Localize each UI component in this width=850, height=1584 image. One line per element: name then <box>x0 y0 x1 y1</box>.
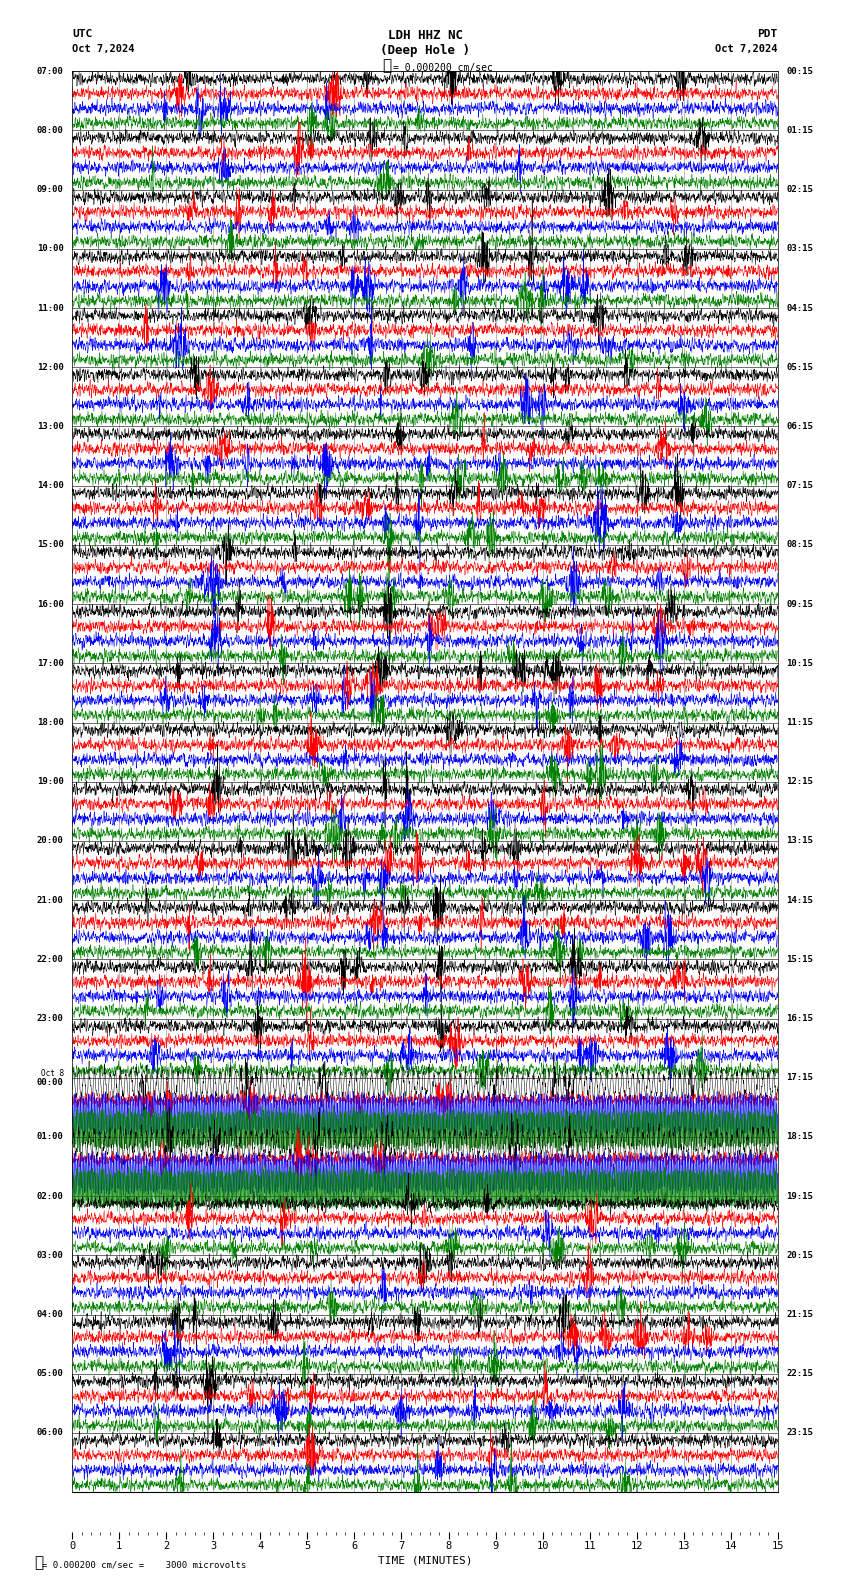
Text: 06:00: 06:00 <box>37 1429 64 1437</box>
Text: PDT: PDT <box>757 29 778 38</box>
Text: 01:00: 01:00 <box>37 1133 64 1142</box>
Text: Oct 7,2024: Oct 7,2024 <box>72 44 135 54</box>
Text: LDH HHZ NC: LDH HHZ NC <box>388 29 462 41</box>
Text: 09:00: 09:00 <box>37 185 64 195</box>
Text: 04:00: 04:00 <box>37 1310 64 1319</box>
Text: 20:15: 20:15 <box>786 1251 813 1259</box>
Text: 15:15: 15:15 <box>786 955 813 963</box>
Text: 09:15: 09:15 <box>786 600 813 608</box>
Text: 04:15: 04:15 <box>786 304 813 312</box>
Text: 07:15: 07:15 <box>786 482 813 489</box>
Text: 01:15: 01:15 <box>786 127 813 135</box>
Text: 11:00: 11:00 <box>37 304 64 312</box>
Text: 16:15: 16:15 <box>786 1014 813 1023</box>
Text: 21:00: 21:00 <box>37 895 64 904</box>
Text: 19:15: 19:15 <box>786 1191 813 1201</box>
Text: 06:15: 06:15 <box>786 421 813 431</box>
Text: UTC: UTC <box>72 29 93 38</box>
Text: 15:00: 15:00 <box>37 540 64 550</box>
Text: 16:00: 16:00 <box>37 600 64 608</box>
Text: = 0.000200 cm/sec =    3000 microvolts: = 0.000200 cm/sec = 3000 microvolts <box>42 1560 246 1570</box>
Text: ⎹: ⎹ <box>382 59 391 73</box>
Text: 12:15: 12:15 <box>786 778 813 786</box>
Text: ⎹: ⎹ <box>34 1555 43 1570</box>
Text: 03:15: 03:15 <box>786 244 813 253</box>
Text: 02:15: 02:15 <box>786 185 813 195</box>
Text: 05:00: 05:00 <box>37 1369 64 1378</box>
Text: 17:00: 17:00 <box>37 659 64 668</box>
Text: 03:00: 03:00 <box>37 1251 64 1259</box>
Text: 05:15: 05:15 <box>786 363 813 372</box>
Text: 08:15: 08:15 <box>786 540 813 550</box>
Text: 21:15: 21:15 <box>786 1310 813 1319</box>
Text: (Deep Hole ): (Deep Hole ) <box>380 44 470 57</box>
Text: 22:00: 22:00 <box>37 955 64 963</box>
Text: 14:15: 14:15 <box>786 895 813 904</box>
Text: 13:15: 13:15 <box>786 836 813 846</box>
Text: = 0.000200 cm/sec: = 0.000200 cm/sec <box>393 63 493 73</box>
Text: 20:00: 20:00 <box>37 836 64 846</box>
Text: 10:00: 10:00 <box>37 244 64 253</box>
Text: 10:15: 10:15 <box>786 659 813 668</box>
Text: Oct 7,2024: Oct 7,2024 <box>715 44 778 54</box>
Text: 14:00: 14:00 <box>37 482 64 489</box>
Text: 23:00: 23:00 <box>37 1014 64 1023</box>
Text: 18:00: 18:00 <box>37 718 64 727</box>
Text: 17:15: 17:15 <box>786 1074 813 1082</box>
Text: 13:00: 13:00 <box>37 421 64 431</box>
Text: 19:00: 19:00 <box>37 778 64 786</box>
Text: 22:15: 22:15 <box>786 1369 813 1378</box>
Text: 12:00: 12:00 <box>37 363 64 372</box>
Text: 07:00: 07:00 <box>37 67 64 76</box>
Text: 02:00: 02:00 <box>37 1191 64 1201</box>
Text: 08:00: 08:00 <box>37 127 64 135</box>
Text: 11:15: 11:15 <box>786 718 813 727</box>
Text: 00:00: 00:00 <box>37 1077 64 1087</box>
Text: 00:15: 00:15 <box>786 67 813 76</box>
Text: 18:15: 18:15 <box>786 1133 813 1142</box>
Text: Oct 8: Oct 8 <box>41 1069 64 1077</box>
Text: 23:15: 23:15 <box>786 1429 813 1437</box>
X-axis label: TIME (MINUTES): TIME (MINUTES) <box>377 1555 473 1565</box>
